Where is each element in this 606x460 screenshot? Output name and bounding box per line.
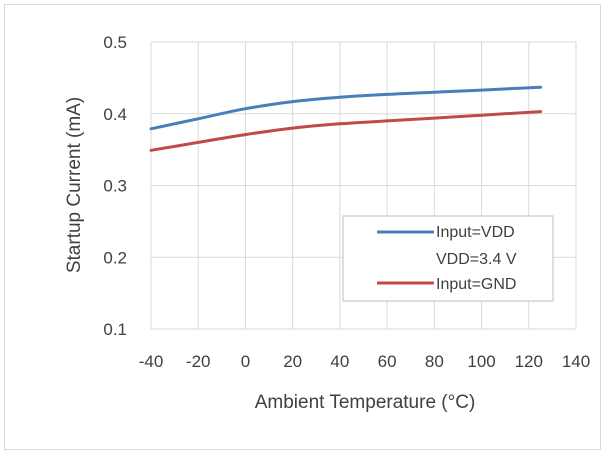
x-axis-title: Ambient Temperature (°C) bbox=[255, 392, 476, 413]
x-tick-label: -20 bbox=[186, 352, 211, 371]
x-tick-label: 100 bbox=[467, 352, 495, 371]
x-tick-label: 120 bbox=[515, 352, 543, 371]
series-line-input-gnd bbox=[149, 110, 543, 152]
startup-current-chart: -40 -20 0 20 40 60 80 100 120 140 0.1 0.2 0.3 0.4 0.5… bbox=[64, 33, 590, 413]
legend-label-input-gnd: Input=GND bbox=[436, 276, 516, 293]
x-tick-label: 60 bbox=[378, 352, 397, 371]
legend-note-vdd: VDD=3.4 V bbox=[436, 251, 517, 268]
x-tick-label: -40 bbox=[139, 352, 164, 371]
y-tick-label: 0.4 bbox=[103, 105, 127, 124]
chart-area: -40 -20 0 20 40 60 80 100 120 140 0.1 0.2 0.3 0.4 0.5… bbox=[4, 4, 601, 450]
x-tick-label: 80 bbox=[425, 352, 444, 371]
y-tick-label: 0.1 bbox=[103, 320, 127, 339]
x-tick-label: 20 bbox=[283, 352, 302, 371]
y-tick-label: 0.3 bbox=[103, 177, 127, 196]
y-tick-label: 0.5 bbox=[103, 33, 127, 52]
x-axis-ticks: -40 -20 0 20 40 60 80 100 120 140 bbox=[139, 352, 590, 371]
legend-label-input-vdd: Input=VDD bbox=[436, 224, 515, 241]
x-tick-label: 0 bbox=[241, 352, 250, 371]
x-tick-label: 40 bbox=[330, 352, 349, 371]
y-tick-label: 0.2 bbox=[103, 248, 127, 267]
legend-box bbox=[342, 215, 554, 302]
y-axis-title: Startup Current (mA) bbox=[64, 97, 85, 273]
legend: Input=VDD VDD=3.4 V Input=GND bbox=[342, 215, 554, 302]
x-tick-label: 140 bbox=[562, 352, 590, 371]
y-axis-ticks: 0.1 0.2 0.3 0.4 0.5 bbox=[103, 33, 127, 339]
series-lines bbox=[149, 85, 543, 152]
series-line-input-vdd bbox=[149, 85, 543, 131]
